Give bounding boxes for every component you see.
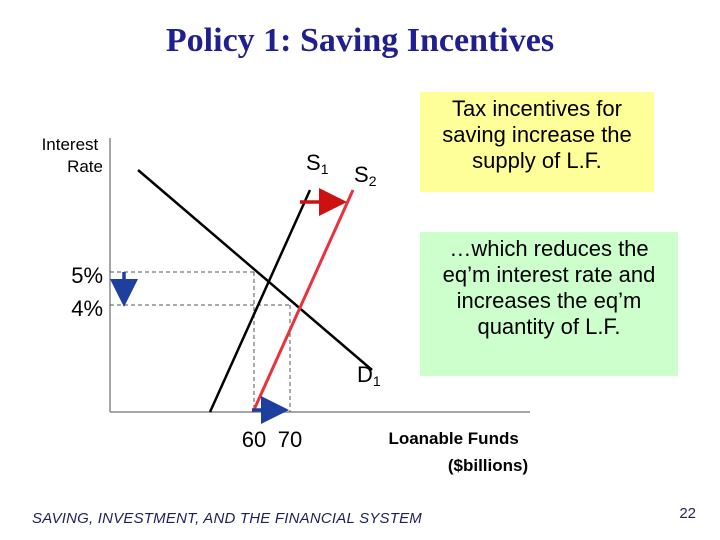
y-tick-label-4: 4% <box>71 296 103 321</box>
demand-curve-d1 <box>137 169 373 371</box>
supply-label-s2: S2 <box>354 162 377 189</box>
y-tick-label-5: 5% <box>71 263 103 288</box>
callout-eqm-effects: …which reduces the eq’m interest rate an… <box>420 232 678 376</box>
slide-footer: SAVING, INVESTMENT, AND THE FINANCIAL SY… <box>32 510 422 527</box>
x-axis-label: Loanable Funds ($billions) <box>388 429 528 475</box>
supply-label-s1: S1 <box>306 150 329 177</box>
page-number: 22 <box>679 505 696 522</box>
guide-lines <box>110 271 291 412</box>
x-axis-label-line1: Loanable Funds <box>388 429 518 448</box>
demand-label-d1: D1 <box>357 362 381 389</box>
x-tick-label-70: 70 <box>278 427 302 452</box>
y-axis-label: Interest Rate <box>42 135 103 176</box>
callout-tax-incentives: Tax incentives for saving increase the s… <box>420 92 654 192</box>
supply-curve-s1 <box>208 189 312 413</box>
y-axis-label-line1: Interest <box>42 135 99 154</box>
supply-curve-s2 <box>251 189 355 413</box>
slide-title: Policy 1: Saving Incentives <box>165 22 555 59</box>
x-axis-label-line2: ($billions) <box>448 456 528 475</box>
x-tick-label-60: 60 <box>242 427 266 452</box>
y-axis-label-line2: Rate <box>67 157 103 176</box>
